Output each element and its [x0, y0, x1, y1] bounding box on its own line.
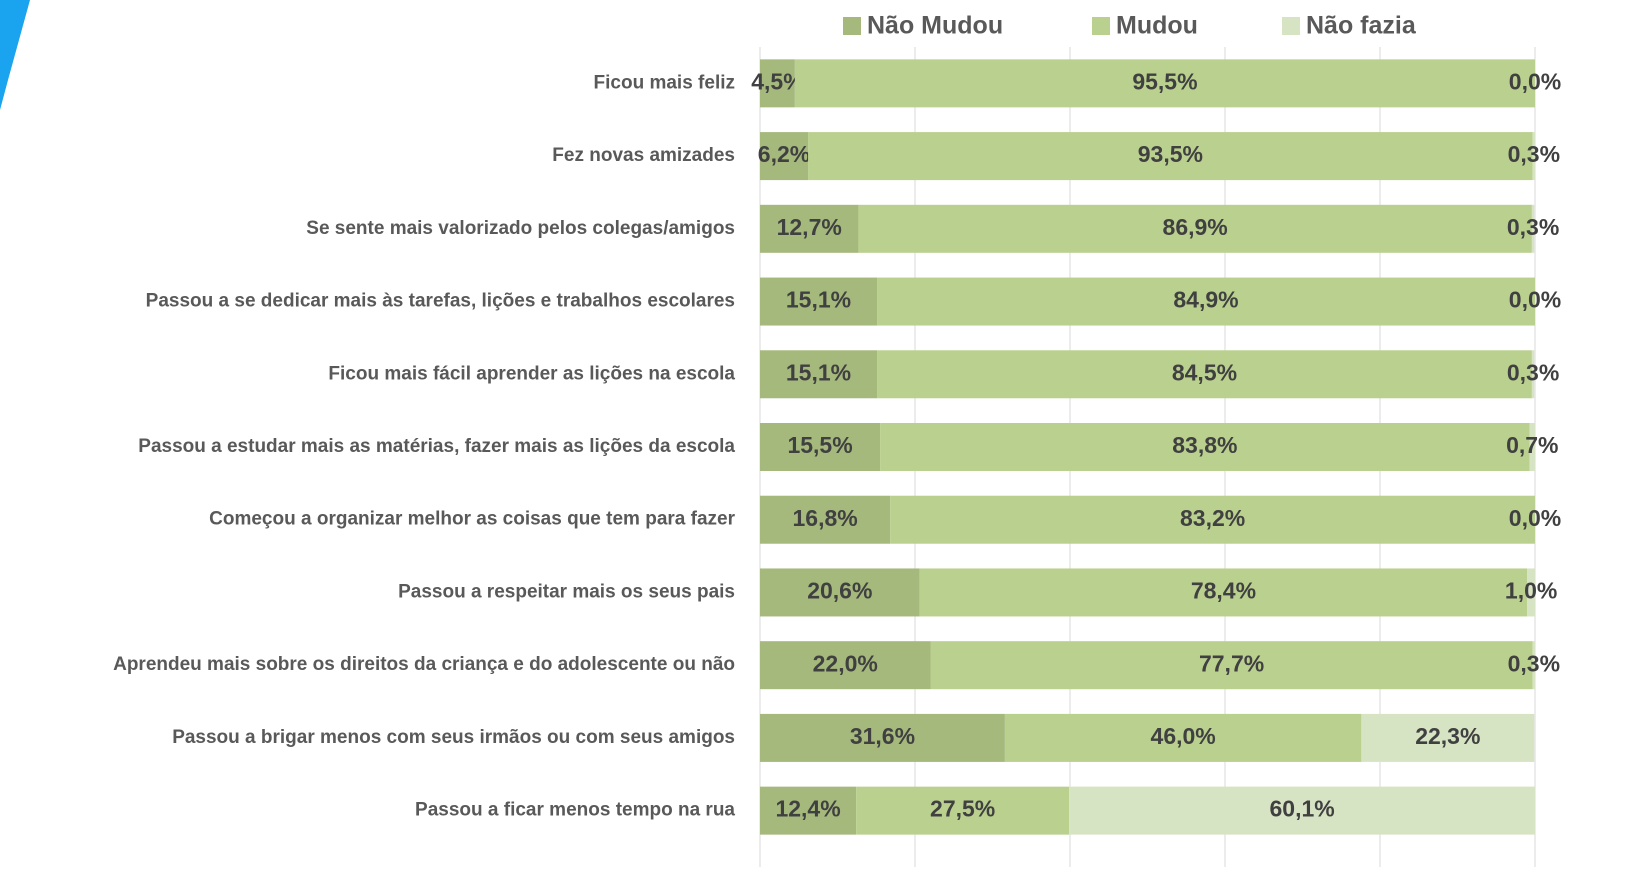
bar-segment	[1361, 713, 1535, 762]
data-label: 78,4%	[1191, 578, 1256, 604]
legend-swatch	[1092, 17, 1110, 35]
bar-segment	[760, 277, 878, 326]
category-label: Ficou mais fácil aprender as lições na e…	[328, 363, 735, 384]
bar-segment	[890, 495, 1535, 544]
bar-segment	[760, 641, 931, 690]
bar-segment	[760, 423, 881, 471]
data-label: 0,7%	[1506, 432, 1558, 458]
bar-segment	[858, 204, 1532, 253]
data-label: 0,0%	[1509, 505, 1561, 531]
data-label: 0,3%	[1508, 650, 1560, 676]
bar-segment	[760, 495, 891, 544]
bar-segment	[760, 59, 795, 108]
data-label: 84,9%	[1173, 287, 1238, 313]
legend-label: Não Mudou	[867, 12, 1003, 40]
data-label: 15,1%	[786, 287, 851, 313]
data-label: 95,5%	[1132, 68, 1197, 94]
bar-segment	[760, 350, 878, 399]
bar-segment	[856, 786, 1070, 835]
data-label: 0,3%	[1507, 359, 1559, 385]
bar-segment	[880, 423, 1530, 471]
bar-segment	[808, 132, 1533, 181]
bar-segment	[760, 786, 857, 835]
data-label: 22,3%	[1415, 723, 1480, 749]
category-label: Passou a estudar mais as matérias, fazer…	[138, 436, 735, 457]
bar-segment	[930, 641, 1533, 690]
data-label: 86,9%	[1163, 214, 1228, 240]
data-label: 31,6%	[850, 723, 915, 749]
category-label: Começou a organizar melhor as coisas que…	[209, 509, 735, 530]
bar-segment	[760, 713, 1005, 762]
legend-label: Mudou	[1116, 12, 1198, 40]
bar-segment	[1531, 350, 1535, 399]
bar-segment	[1532, 641, 1535, 690]
legend-label: Não fazia	[1306, 12, 1417, 40]
data-label: 77,7%	[1199, 650, 1264, 676]
bar-segment	[760, 568, 920, 617]
bar-segment	[919, 568, 1528, 617]
data-label: 15,5%	[787, 432, 852, 458]
data-label: 16,8%	[792, 505, 857, 531]
data-label: 60,1%	[1270, 796, 1335, 822]
data-label: 93,5%	[1138, 141, 1203, 167]
category-label: Se sente mais valorizado pelos colegas/a…	[306, 218, 735, 239]
bar-segment	[1069, 786, 1535, 835]
data-label: 12,4%	[775, 796, 840, 822]
data-label: 15,1%	[786, 359, 851, 385]
bar-segment	[760, 204, 859, 253]
category-label: Passou a se dedicar mais às tarefas, liç…	[146, 291, 735, 312]
data-label: 22,0%	[813, 650, 878, 676]
data-label: 83,8%	[1172, 432, 1237, 458]
data-label: 83,2%	[1180, 505, 1245, 531]
corner-decoration	[0, 0, 30, 110]
category-label: Passou a respeitar mais os seus pais	[398, 581, 735, 602]
legend-swatch	[1282, 17, 1300, 35]
data-label: 84,5%	[1172, 359, 1237, 385]
bar-segment	[1527, 568, 1535, 617]
data-label: 20,6%	[807, 578, 872, 604]
bar-segment	[760, 132, 809, 181]
data-label: 12,7%	[777, 214, 842, 240]
bar-segment	[877, 350, 1532, 399]
bar-segment	[1532, 132, 1535, 181]
category-label: Passou a brigar menos com seus irmãos ou…	[172, 727, 735, 748]
data-label: 27,5%	[930, 796, 995, 822]
category-label: Ficou mais feliz	[594, 72, 735, 93]
data-label: 0,3%	[1507, 214, 1559, 240]
bar-segment	[1529, 423, 1535, 471]
bar-segment	[794, 59, 1535, 108]
category-label: Fez novas amizades	[552, 145, 735, 166]
data-label: 1,0%	[1505, 578, 1557, 604]
bar-segment	[1531, 204, 1535, 253]
bar-segment	[877, 277, 1535, 326]
data-label: 46,0%	[1151, 723, 1216, 749]
category-label: Passou a ficar menos tempo na rua	[415, 800, 735, 821]
bar-segment	[1004, 713, 1362, 762]
data-label: 6,2%	[758, 141, 810, 167]
legend-swatch	[843, 17, 861, 35]
category-label: Aprendeu mais sobre os direitos da crian…	[113, 654, 735, 675]
data-label: 0,0%	[1509, 287, 1561, 313]
data-label: 0,0%	[1509, 68, 1561, 94]
data-label: 0,3%	[1508, 141, 1560, 167]
